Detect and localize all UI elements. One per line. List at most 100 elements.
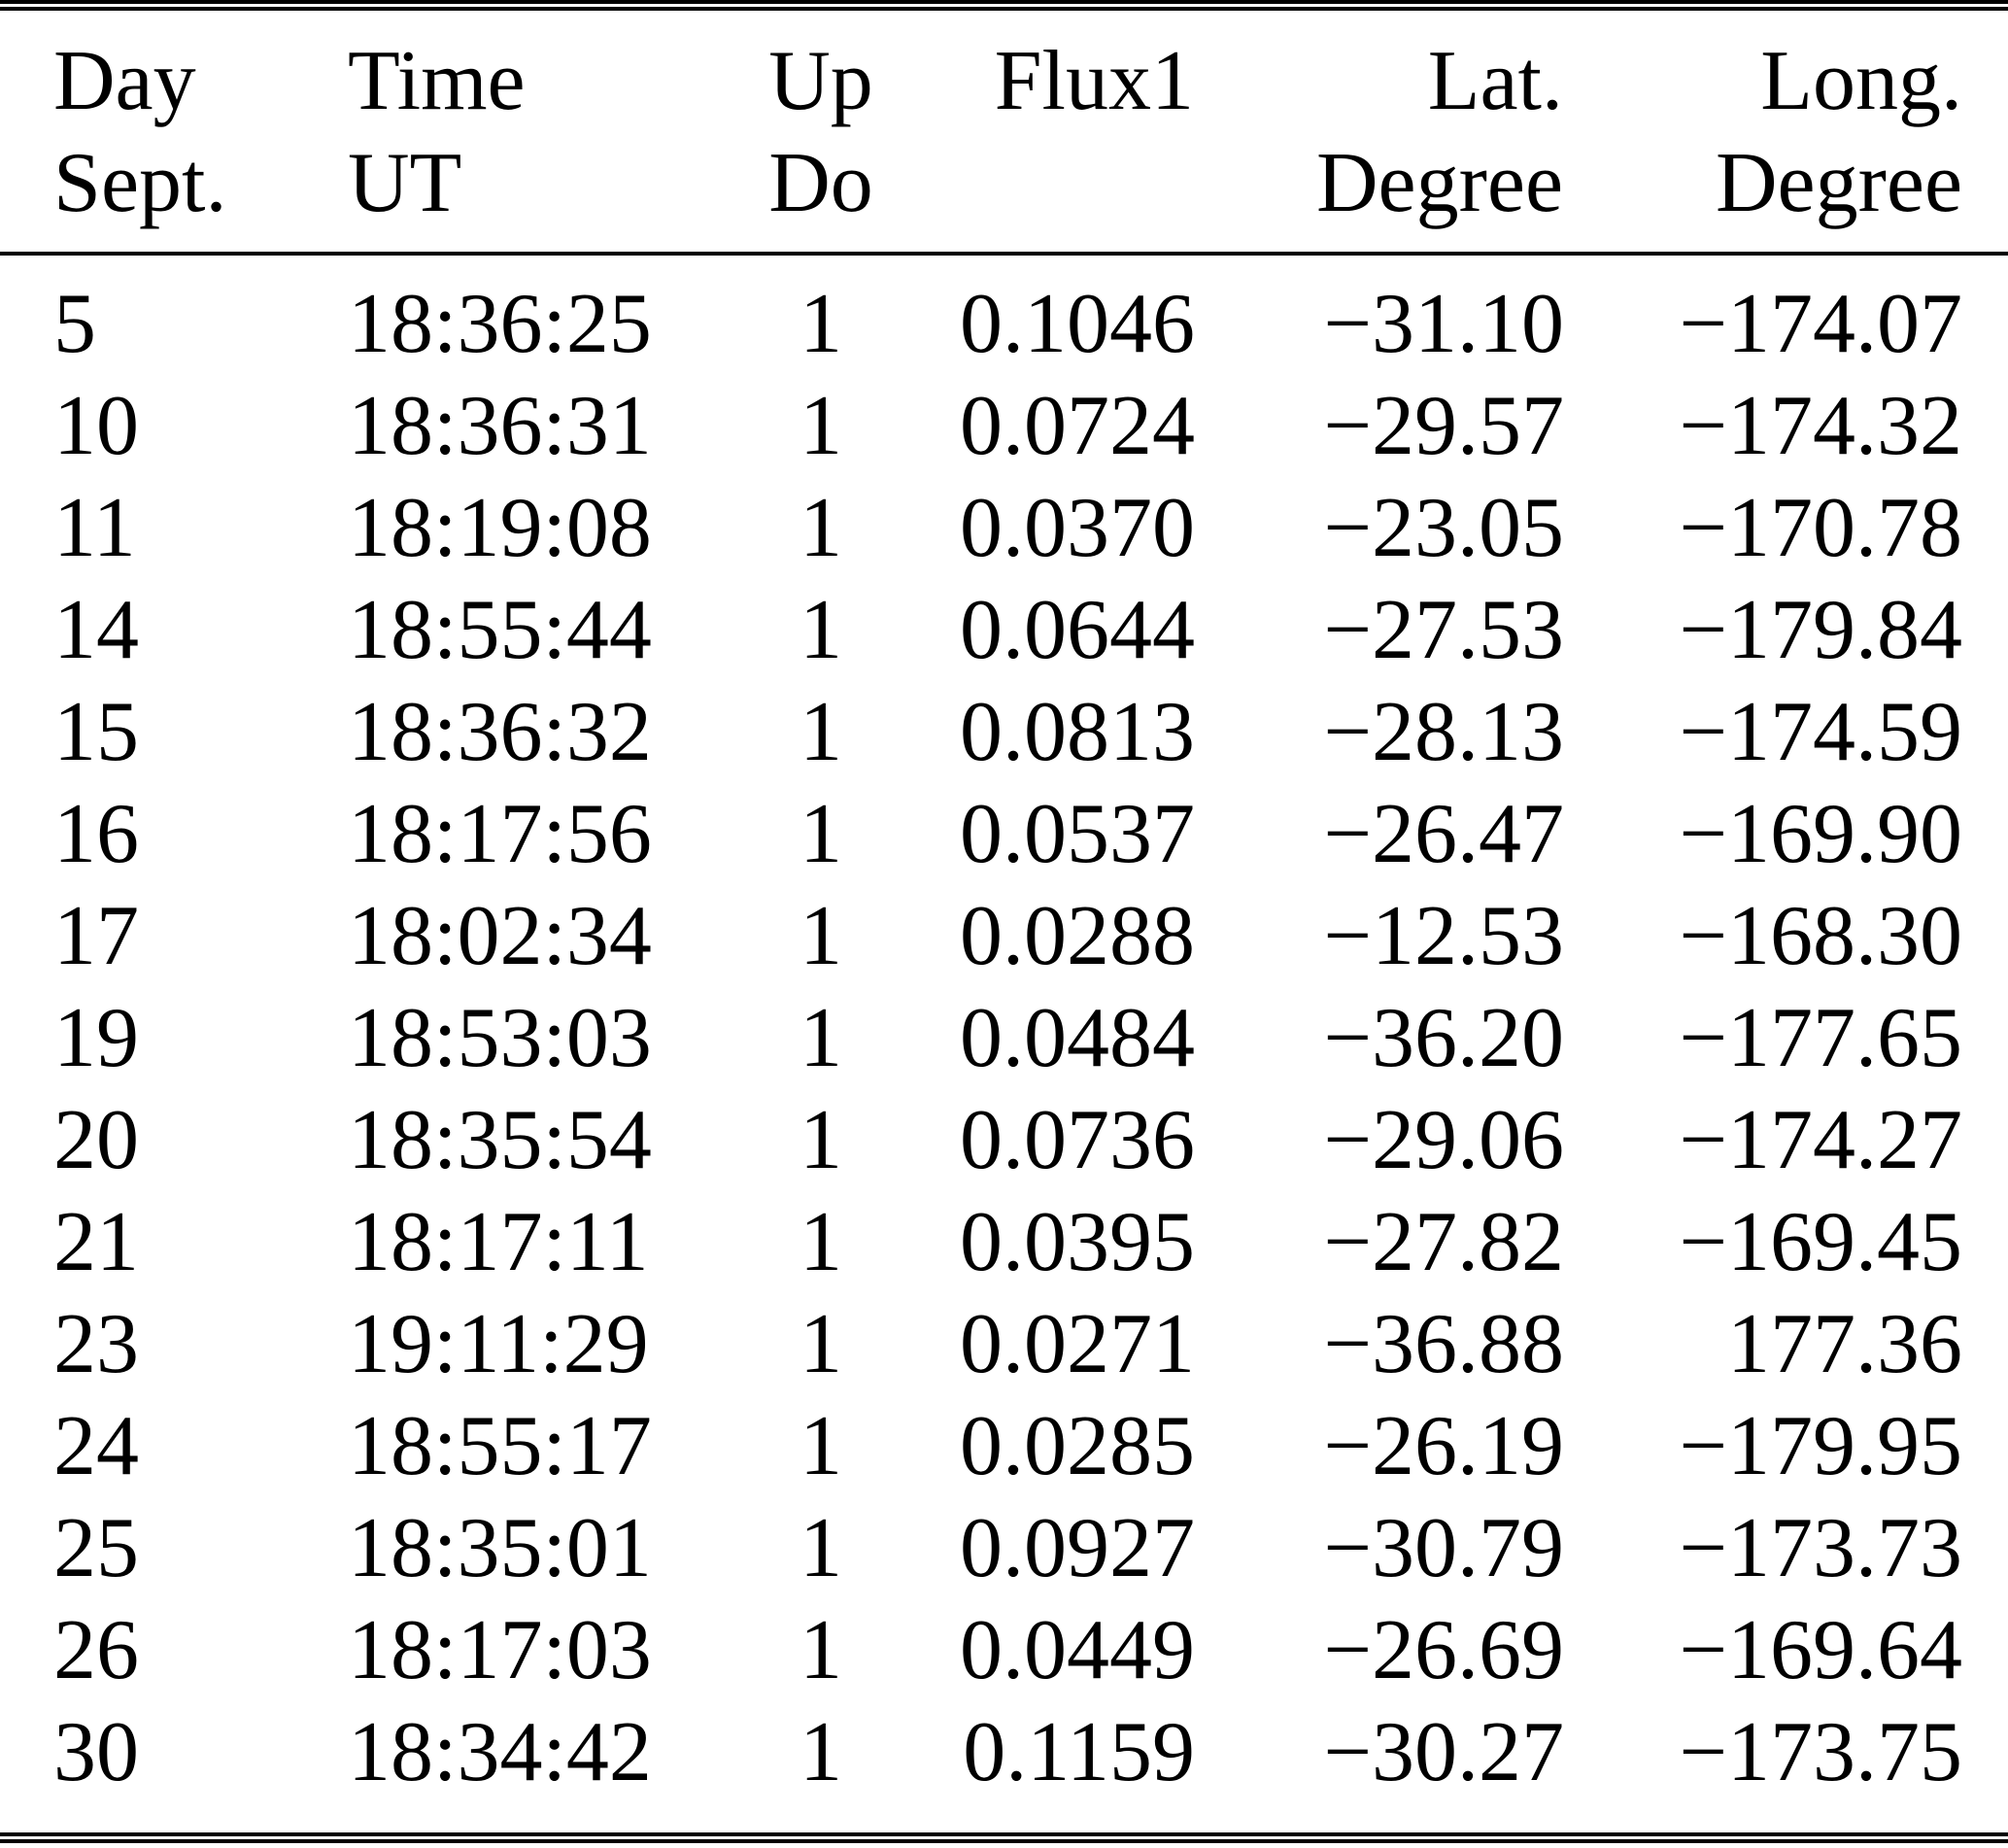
cell-time: 18:35:01 [348, 1501, 652, 1595]
cell-updo: 1 [800, 277, 842, 371]
column-header-flux1: Flux1 [933, 5, 1195, 256]
header-row: Day Sept. Time UT Up Do Flux1 Lat. De [0, 5, 2008, 256]
cell-flux1: 0.0927 [960, 1501, 1195, 1595]
cell-day: 17 [53, 889, 139, 983]
table-header: Day Sept. Time UT Up Do Flux1 Lat. De [0, 5, 2008, 256]
table-row: 30 18:34:42 1 0.1159 −30.27 −173.75 [0, 1701, 2008, 1838]
cell-updo: 1 [800, 379, 842, 473]
column-header-day-line2: Sept. [53, 136, 227, 230]
cell-long: −169.90 [1679, 787, 1962, 881]
cell-updo: 1 [800, 1501, 842, 1595]
cell-long: −174.32 [1679, 379, 1962, 473]
column-header-long: Long. Degree [1564, 5, 2008, 256]
cell-day: 21 [53, 1195, 139, 1289]
cell-time: 18:55:44 [348, 583, 652, 677]
column-header-updo-line1: Up [768, 34, 873, 128]
cell-flux1: 0.0724 [960, 379, 1195, 473]
cell-day: 25 [53, 1501, 139, 1595]
cell-lat: −23.05 [1323, 481, 1564, 575]
cell-flux1: 0.0271 [960, 1297, 1195, 1391]
cell-time: 18:34:42 [348, 1705, 652, 1799]
cell-day: 20 [53, 1093, 139, 1187]
column-header-time-line1: Time [348, 34, 526, 128]
table-body: 5 18:36:25 1 0.1046 −31.10 −174.07 10 18:36:31 1… [0, 254, 2008, 1838]
cell-long: −179.84 [1679, 583, 1962, 677]
table-row: 23 19:11:29 1 0.0271 −36.88 177.36 [0, 1293, 2008, 1395]
cell-updo: 1 [800, 1297, 842, 1391]
cell-lat: −30.27 [1323, 1705, 1564, 1799]
cell-day: 23 [53, 1297, 139, 1391]
cell-long: −173.73 [1679, 1501, 1962, 1595]
cell-lat: −27.82 [1323, 1195, 1564, 1289]
cell-day: 26 [53, 1603, 139, 1697]
cell-time: 18:36:25 [348, 277, 652, 371]
table-row: 17 18:02:34 1 0.0288 −12.53 −168.30 [0, 885, 2008, 987]
cell-long: −170.78 [1679, 481, 1962, 575]
table-row: 10 18:36:31 1 0.0724 −29.57 −174.32 [0, 375, 2008, 477]
cell-flux1: 0.0370 [960, 481, 1195, 575]
cell-lat: −27.53 [1323, 583, 1564, 677]
cell-time: 18:17:03 [348, 1603, 652, 1697]
cell-flux1: 0.0395 [960, 1195, 1195, 1289]
column-header-lat-line1: Lat. [1427, 34, 1563, 128]
cell-day: 5 [53, 277, 96, 371]
table-row: 21 18:17:11 1 0.0395 −27.82 −169.45 [0, 1191, 2008, 1293]
table-row: 11 18:19:08 1 0.0370 −23.05 −170.78 [0, 477, 2008, 579]
cell-time: 18:53:03 [348, 991, 652, 1085]
cell-updo: 1 [800, 889, 842, 983]
cell-updo: 1 [800, 583, 842, 677]
cell-flux1: 0.0449 [960, 1603, 1195, 1697]
column-header-lat: Lat. Degree [1195, 5, 1564, 256]
column-header-long-line2: Degree [1715, 136, 1962, 230]
cell-long: −177.65 [1679, 991, 1962, 1085]
cell-flux1: 0.1159 [963, 1705, 1195, 1799]
table-row: 25 18:35:01 1 0.0927 −30.79 −173.73 [0, 1497, 2008, 1599]
column-header-time: Time UT [291, 5, 709, 256]
cell-long: −179.95 [1679, 1399, 1962, 1493]
cell-time: 19:11:29 [348, 1297, 649, 1391]
cell-day: 19 [53, 991, 139, 1085]
cell-updo: 1 [800, 991, 842, 1085]
cell-long: −174.59 [1679, 685, 1962, 779]
cell-long: −169.45 [1679, 1195, 1962, 1289]
cell-updo: 1 [800, 1603, 842, 1697]
cell-flux1: 0.1046 [960, 277, 1195, 371]
cell-day: 11 [53, 481, 136, 575]
cell-long: −168.30 [1679, 889, 1962, 983]
table-row: 14 18:55:44 1 0.0644 −27.53 −179.84 [0, 579, 2008, 681]
cell-flux1: 0.0813 [960, 685, 1195, 779]
cell-time: 18:02:34 [348, 889, 652, 983]
cell-day: 24 [53, 1399, 139, 1493]
cell-day: 30 [53, 1705, 139, 1799]
table-row: 20 18:35:54 1 0.0736 −29.06 −174.27 [0, 1089, 2008, 1191]
cell-time: 18:36:31 [348, 379, 652, 473]
column-header-day: Day Sept. [0, 5, 291, 256]
cell-day: 14 [53, 583, 139, 677]
cell-day: 10 [53, 379, 139, 473]
cell-long: −174.27 [1679, 1093, 1962, 1187]
cell-time: 18:36:32 [348, 685, 652, 779]
cell-day: 16 [53, 787, 139, 881]
cell-lat: −31.10 [1323, 277, 1564, 371]
cell-time: 18:19:08 [348, 481, 652, 575]
table-row: 24 18:55:17 1 0.0285 −26.19 −179.95 [0, 1395, 2008, 1497]
table-row: 26 18:17:03 1 0.0449 −26.69 −169.64 [0, 1599, 2008, 1701]
column-header-long-line1: Long. [1760, 34, 1962, 128]
table-row: 5 18:36:25 1 0.1046 −31.10 −174.07 [0, 254, 2008, 375]
cell-time: 18:17:56 [348, 787, 652, 881]
cell-lat: −26.69 [1323, 1603, 1564, 1697]
cell-long: −173.75 [1679, 1705, 1962, 1799]
column-header-day-line1: Day [53, 34, 196, 128]
column-header-lat-line2: Degree [1315, 136, 1563, 230]
column-header-updo-line2: Do [768, 136, 873, 230]
cell-flux1: 0.0537 [960, 787, 1195, 881]
cell-lat: −30.79 [1323, 1501, 1564, 1595]
cell-updo: 1 [800, 1093, 842, 1187]
table-row: 19 18:53:03 1 0.0484 −36.20 −177.65 [0, 987, 2008, 1089]
cell-lat: −29.57 [1323, 379, 1564, 473]
cell-updo: 1 [800, 1399, 842, 1493]
cell-long: 177.36 [1727, 1297, 1962, 1391]
cell-flux1: 0.0285 [960, 1399, 1195, 1493]
cell-time: 18:55:17 [348, 1399, 652, 1493]
cell-updo: 1 [800, 787, 842, 881]
